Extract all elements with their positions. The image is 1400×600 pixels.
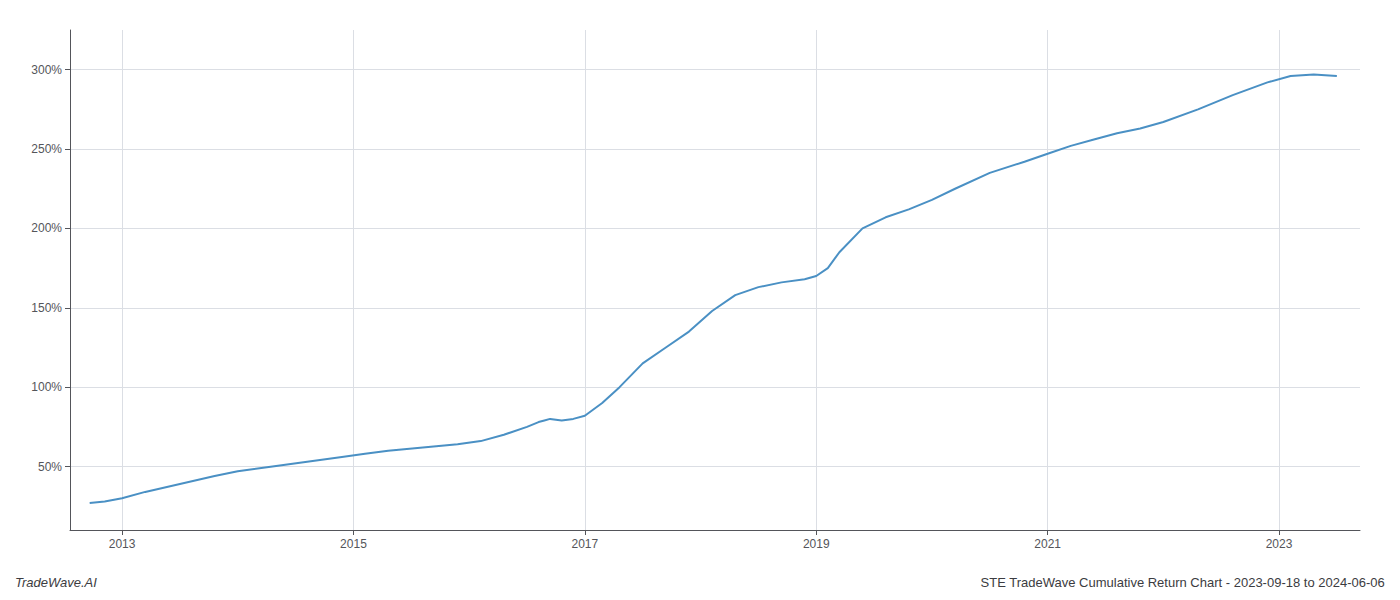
svg-text:2021: 2021 — [1034, 537, 1061, 551]
svg-text:200%: 200% — [31, 221, 62, 235]
svg-text:2017: 2017 — [571, 537, 598, 551]
svg-text:250%: 250% — [31, 142, 62, 156]
svg-text:2013: 2013 — [109, 537, 136, 551]
svg-text:TradeWave.AI: TradeWave.AI — [15, 575, 97, 590]
svg-text:2023: 2023 — [1266, 537, 1293, 551]
svg-text:150%: 150% — [31, 301, 62, 315]
svg-text:STE TradeWave Cumulative Retur: STE TradeWave Cumulative Return Chart - … — [981, 575, 1385, 590]
svg-text:50%: 50% — [38, 460, 62, 474]
svg-text:2019: 2019 — [803, 537, 830, 551]
svg-text:300%: 300% — [31, 63, 62, 77]
svg-text:2015: 2015 — [340, 537, 367, 551]
svg-text:100%: 100% — [31, 380, 62, 394]
